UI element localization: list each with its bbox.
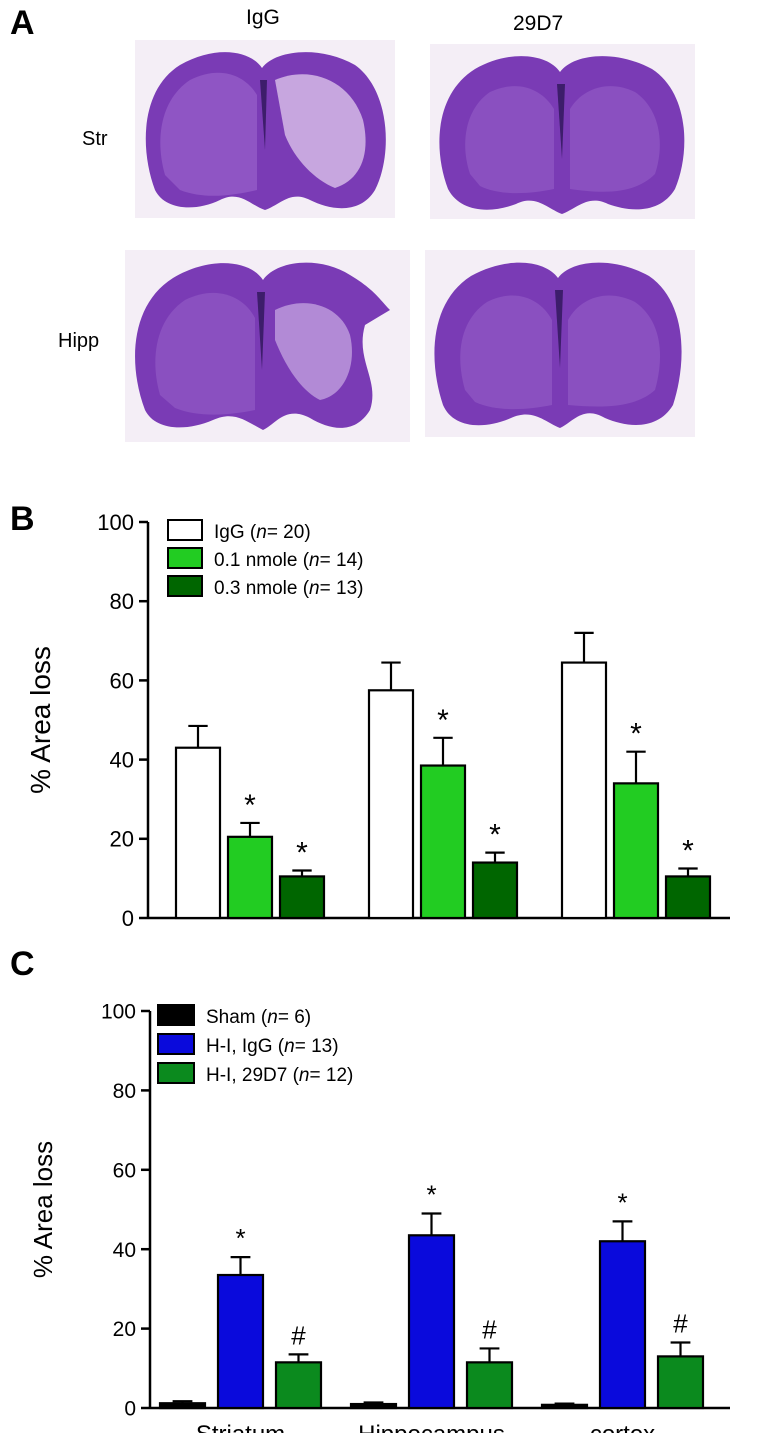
significance-mark: # (291, 1320, 306, 1350)
x-category-label: Striatum (205, 937, 294, 940)
significance-mark: * (296, 836, 308, 869)
bar (274, 1361, 323, 1410)
legend-swatch (167, 575, 203, 597)
column-label-29d7: 29D7 (513, 12, 564, 35)
row-label-str: Str (82, 128, 108, 150)
y-tick-label: 100 (101, 1001, 136, 1024)
significance-mark: * (426, 1179, 436, 1209)
bar (540, 1403, 589, 1410)
bar (278, 875, 326, 920)
y-tick-label: 40 (113, 1239, 136, 1262)
legend-entry: 0.3 nmole (n= 13) (214, 578, 363, 599)
legend-entry: 0.1 nmole (n= 14) (214, 550, 363, 571)
bar (419, 764, 467, 920)
significance-mark: * (235, 1223, 245, 1253)
chart-b-area-loss: 0 20 40 60 80 100 % Area loss * * Striatum * * Hippo… (25, 510, 730, 940)
x-category-label: Hippocampus (370, 937, 517, 940)
legend-swatch (167, 519, 203, 541)
y-axis-label: % Area loss (25, 646, 56, 794)
y-tick-label: 20 (113, 1318, 136, 1341)
significance-mark: * (682, 835, 694, 868)
x-category-label: Striatum (196, 1421, 285, 1433)
significance-mark: * (617, 1187, 627, 1217)
y-tick-label: 80 (110, 589, 134, 614)
y-tick-label: 40 (110, 748, 134, 773)
brain-slice-igg-striatum (135, 40, 395, 218)
bar (407, 1234, 456, 1410)
row-label-hipp: Hipp (58, 330, 100, 352)
bar (656, 1355, 705, 1410)
x-category-label: cortex (590, 1421, 655, 1433)
y-tick-label: 80 (113, 1080, 136, 1103)
significance-mark: # (673, 1308, 688, 1338)
legend-swatch (157, 1033, 195, 1055)
bar (612, 782, 660, 920)
bar (367, 689, 415, 920)
significance-mark: * (630, 718, 642, 751)
y-axis-label: % Area loss (28, 1141, 58, 1278)
significance-mark: # (482, 1314, 497, 1344)
legend-entry: H-I, 29D7 (n= 12) (206, 1065, 353, 1086)
bar (174, 746, 222, 920)
bar (226, 835, 274, 920)
bar (471, 861, 519, 920)
bar (664, 875, 712, 920)
bar (598, 1240, 647, 1410)
column-label-igg: IgG (246, 6, 280, 29)
bar (465, 1361, 514, 1410)
brain-slice-29d7-hippocampus (425, 250, 695, 437)
legend-entry: IgG (n= 20) (214, 522, 311, 543)
bar (158, 1402, 207, 1410)
legend-swatch (157, 1004, 195, 1026)
y-tick-label: 20 (110, 827, 134, 852)
panel-b-letter: B (10, 500, 35, 538)
panel-c-letter: C (10, 945, 35, 983)
bar (349, 1402, 398, 1410)
bar (560, 661, 608, 920)
bar (216, 1273, 265, 1410)
y-tick-label: 0 (124, 1398, 136, 1421)
chart-c-area-loss: 0 20 40 60 80 100 % Area loss * # Striatum * # Hippo… (28, 1001, 730, 1433)
y-tick-label: 100 (97, 510, 134, 535)
significance-mark: * (437, 704, 449, 737)
y-tick-label: 60 (113, 1159, 136, 1182)
legend-entry: Sham (n= 6) (206, 1007, 311, 1028)
x-category-label: Cortex (601, 937, 672, 940)
significance-mark: * (244, 789, 256, 822)
legend-swatch (157, 1062, 195, 1084)
panel-a-letter: A (10, 4, 35, 42)
significance-mark: * (489, 819, 501, 852)
y-tick-label: 0 (122, 906, 134, 931)
brain-slice-igg-hippocampus (125, 250, 410, 442)
y-tick-label: 60 (110, 668, 134, 693)
legend-swatch (167, 547, 203, 569)
x-category-label: Hippocampus (358, 1421, 505, 1433)
brain-slice-29d7-striatum (430, 44, 695, 219)
legend-entry: H-I, IgG (n= 13) (206, 1036, 339, 1057)
